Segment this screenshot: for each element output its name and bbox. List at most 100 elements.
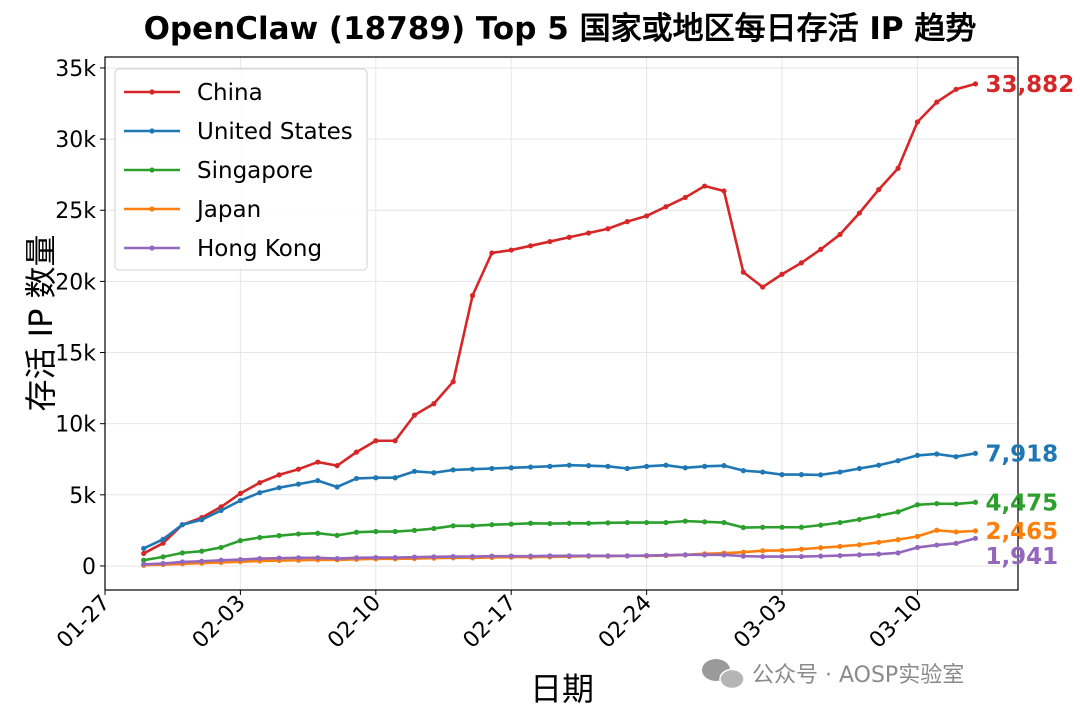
data-point (914, 119, 921, 125)
data-point (373, 475, 379, 481)
data-point (160, 536, 166, 542)
data-point (489, 553, 495, 559)
data-point (856, 516, 862, 523)
data-point (644, 519, 650, 526)
data-point (237, 497, 244, 504)
x-tick-label: 03-10 (865, 591, 928, 654)
data-point (934, 527, 940, 533)
data-point (431, 554, 437, 560)
data-point (489, 250, 495, 256)
data-point (972, 81, 979, 87)
end-label: 7,918 (985, 441, 1058, 467)
x-tick-label: 01-27 (52, 591, 115, 654)
data-point (953, 454, 959, 460)
data-point (353, 475, 360, 482)
data-point (605, 520, 611, 526)
data-point (566, 553, 572, 559)
data-point (721, 463, 727, 469)
data-point (237, 490, 244, 496)
data-point (547, 238, 553, 245)
data-point (856, 465, 862, 472)
data-point (315, 477, 321, 484)
series-line-united-states (143, 452, 976, 550)
data-point (315, 459, 321, 465)
data-point (953, 529, 959, 535)
data-point (392, 528, 398, 535)
legend-marker (149, 89, 155, 95)
data-point (450, 467, 456, 473)
legend-label: Singapore (197, 158, 313, 184)
data-point (837, 519, 843, 526)
data-point (141, 557, 147, 563)
data-point (605, 553, 611, 559)
data-point (818, 545, 824, 551)
data-point (237, 556, 244, 563)
data-point (702, 463, 708, 469)
legend-label: United States (197, 119, 353, 145)
data-point (895, 537, 901, 543)
x-axis: 01-27 02-03 02-10 02-17 02-24 03-03 03-10 (52, 590, 928, 654)
data-point (160, 560, 166, 567)
data-point (856, 542, 862, 548)
data-point (740, 269, 746, 275)
data-point (972, 499, 979, 505)
data-point (837, 543, 843, 550)
data-point (392, 554, 398, 561)
data-point (334, 555, 340, 562)
data-point (779, 271, 785, 277)
data-point (218, 544, 224, 551)
data-point (353, 555, 360, 561)
data-point (779, 524, 785, 530)
data-point (334, 463, 340, 469)
data-point (798, 260, 804, 266)
data-point (431, 401, 437, 407)
data-point (876, 187, 882, 193)
data-point (508, 465, 514, 471)
data-point (392, 438, 398, 444)
data-point (547, 553, 553, 559)
watermark-text: 公众号 · AOSP实验室 (752, 663, 964, 688)
x-tick-label: 02-17 (459, 591, 522, 654)
x-tick-label: 02-10 (323, 591, 386, 654)
data-point (295, 555, 302, 561)
end-label: 1,941 (985, 544, 1058, 570)
data-point (876, 551, 882, 557)
data-point (508, 553, 514, 559)
data-point (276, 533, 282, 539)
data-point (547, 520, 553, 527)
data-point (508, 247, 514, 253)
end-label: 2,465 (985, 519, 1058, 545)
data-point (469, 553, 476, 560)
data-point (779, 547, 785, 554)
data-point (740, 524, 746, 531)
legend-label: Japan (195, 197, 261, 223)
data-point (953, 501, 959, 507)
y-tick-label: 15k (55, 342, 96, 367)
data-point (914, 502, 921, 508)
plot-frame (104, 56, 1019, 591)
data-point (740, 468, 746, 474)
data-point (721, 519, 727, 526)
data-point (450, 523, 456, 529)
data-point (818, 472, 824, 478)
data-point (798, 524, 804, 530)
data-point (489, 465, 495, 472)
data-point (760, 553, 766, 560)
data-point (605, 226, 611, 232)
data-point (953, 540, 959, 546)
data-point (199, 548, 205, 554)
data-point (431, 470, 437, 476)
data-point (585, 553, 592, 559)
data-point (179, 522, 185, 528)
data-point (179, 559, 185, 565)
data-point (702, 519, 708, 525)
data-point (644, 552, 650, 559)
data-point (257, 480, 263, 486)
y-tick-label: 25k (55, 199, 96, 224)
wechat-icon (702, 659, 745, 690)
data-point (818, 246, 824, 252)
data-point (334, 484, 340, 490)
series-line-singapore (143, 500, 976, 562)
data-point (856, 552, 862, 558)
